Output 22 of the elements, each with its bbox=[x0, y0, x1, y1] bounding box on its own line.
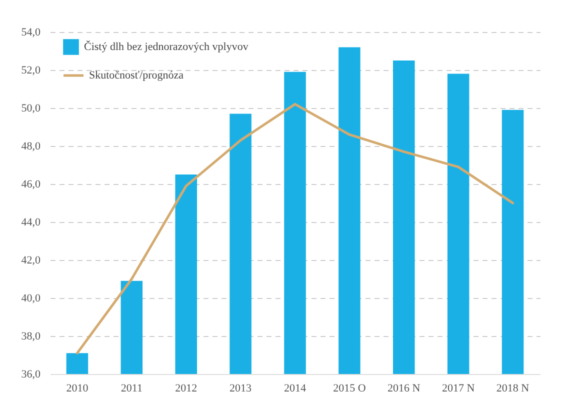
x-tick-label: 2016 N bbox=[388, 382, 420, 394]
y-tick-label: 44,0 bbox=[21, 216, 41, 228]
legend-label: Čistý dlh bez jednorazových vplyvov bbox=[84, 40, 249, 53]
x-tick-label: 2013 bbox=[230, 382, 252, 394]
x-tick-label: 2012 bbox=[175, 382, 198, 394]
x-tick-label: 2014 bbox=[284, 382, 306, 394]
y-tick-label: 42,0 bbox=[21, 254, 41, 266]
y-tick-label: 48,0 bbox=[21, 140, 41, 152]
x-tick-label: 2015 O bbox=[333, 382, 366, 394]
legend-label: Skutočnosť/prognóza bbox=[89, 70, 184, 82]
y-tick-label: 36,0 bbox=[21, 368, 41, 380]
y-tick-label: 50,0 bbox=[21, 102, 41, 114]
x-tick-label: 2017 N bbox=[442, 382, 475, 394]
y-tick-label: 54,0 bbox=[21, 26, 41, 38]
y-tick-label: 46,0 bbox=[21, 178, 41, 190]
x-tick-label: 2011 bbox=[120, 382, 142, 394]
y-tick-label: 40,0 bbox=[21, 292, 41, 304]
x-tick-label: 2018 N bbox=[496, 382, 530, 394]
x-tick-label: 2010 bbox=[66, 382, 89, 394]
y-tick-label: 38,0 bbox=[21, 330, 41, 342]
y-tick-label: 52,0 bbox=[21, 64, 41, 76]
line-series bbox=[76, 102, 514, 354]
